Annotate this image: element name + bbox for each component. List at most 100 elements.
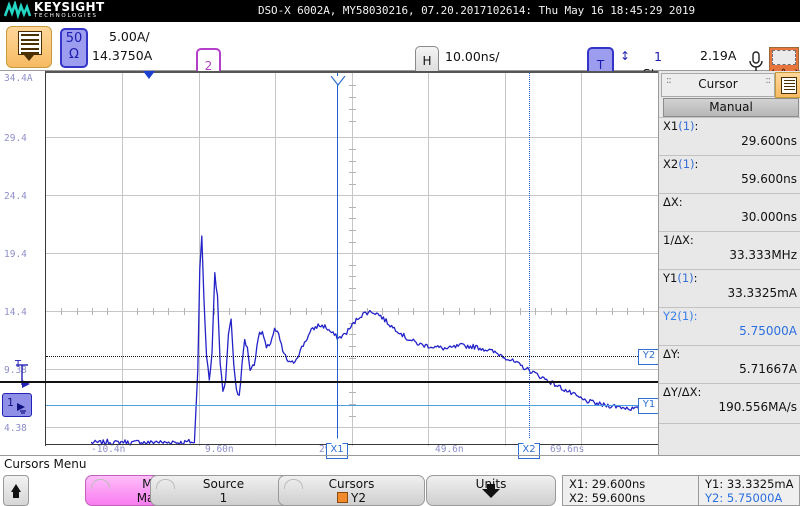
readout-x-cursors: X1: 29.600ns X2: 59.600ns — [562, 475, 700, 506]
cursor-row-x2[interactable]: X2(1): 59.600ns — [659, 155, 800, 194]
chevron-down-icon — [24, 55, 34, 61]
cursor-y1-tag[interactable]: Y1 — [638, 398, 660, 414]
cursor-mode-button[interactable]: Manual — [663, 98, 799, 117]
x-tick: -10.4n — [91, 444, 126, 455]
cursor-row-value: 33.333MHz — [729, 248, 797, 262]
cursor-row-value: 59.600ns — [741, 172, 797, 186]
drag-handle-icon[interactable]: :: — [765, 75, 771, 86]
cursor-row-divider — [659, 423, 800, 425]
y-tick: 24.4 — [4, 191, 27, 202]
instrument-id: DSO-X 6002A, MY58030216, 07.20.201710261… — [258, 4, 696, 17]
softkey-value: 1 — [219, 491, 228, 505]
grid-line-h — [46, 311, 658, 312]
main-menu-button[interactable] — [6, 26, 52, 68]
y-tick: 4.38 — [4, 423, 27, 434]
cursor-row-label: Y2(1): — [663, 309, 698, 323]
grid-line-v — [505, 73, 506, 446]
channel1-ground-marker[interactable]: 1 — [2, 393, 32, 417]
up-arrow-icon[interactable] — [3, 475, 29, 506]
cursor-row-label: X1(1): — [663, 119, 699, 133]
cursor-panel-header[interactable]: :: Cursor :: — [661, 73, 775, 97]
softkey-source[interactable]: Source 1 — [150, 475, 297, 506]
y-tick: 9.38 — [4, 365, 27, 376]
brand-name: KEYSIGHT — [34, 0, 105, 14]
cursor-row-y1[interactable]: Y1(1): 33.3325mA — [659, 269, 800, 308]
drag-handle-icon[interactable]: :: — [666, 75, 672, 86]
grid-line-h — [46, 369, 658, 370]
bottom-divider — [0, 455, 800, 456]
channel1-scale-readout[interactable]: 5.00A/ 14.3750A — [92, 27, 192, 65]
trigger-level-label: T — [15, 359, 22, 370]
keysight-logo: KEYSIGHT TECHNOLOGIES — [4, 1, 124, 21]
grid-line-h — [46, 253, 658, 254]
channel1-impedance-button[interactable]: 50 Ω — [60, 28, 88, 68]
toolbar: 50 Ω 5.00A/ 14.3750A 2 H 10.00ns/ 29.60n… — [0, 22, 800, 86]
grid-line-v — [428, 73, 429, 446]
cursor-x1-line[interactable] — [337, 73, 338, 446]
readout-y-cursors: Y1: 33.3325mA Y2: 5.75000A — [698, 475, 800, 506]
menu-icon — [781, 77, 797, 94]
y-tick: 29.4 — [4, 133, 27, 144]
cursor-y2-line[interactable] — [46, 356, 658, 357]
cursor-row-slope[interactable]: ΔY/ΔX: 190.556MA/s — [659, 383, 800, 424]
cursor-panel-menu-button[interactable] — [775, 72, 800, 98]
cursor-panel: :: Cursor :: Manual X1(1): 29.600ns X2(1… — [658, 71, 800, 456]
cursor-row-label: X2(1): — [663, 157, 699, 171]
trigger-level[interactable]: 2.19A — [700, 48, 737, 63]
title-bar: KEYSIGHT TECHNOLOGIES DSO-X 6002A, MY580… — [0, 0, 800, 22]
y-tick: 34.4A — [4, 73, 33, 84]
ground-marker-label: 1 — [7, 396, 14, 409]
cursor-row-value: 30.000ns — [741, 210, 797, 224]
grid-line-h — [46, 195, 658, 196]
plot-grid[interactable]: Y1 Y2 — [45, 71, 703, 446]
x-tick: 69.6ns — [550, 444, 585, 455]
softkey-label: Cursors — [328, 477, 375, 491]
softkey-value-text: Y2 — [351, 491, 366, 505]
cursor-row-label: ΔY: — [663, 347, 681, 361]
cursor-row-delta-y[interactable]: ΔY: 5.71667A — [659, 345, 800, 384]
cursor-x1-tag[interactable]: X1 — [326, 438, 348, 459]
down-arrow-head-icon — [482, 489, 500, 498]
channel1-offset: 14.3750A — [92, 48, 153, 63]
cursor-row-value: 5.71667A — [739, 362, 797, 376]
x-tick: 9.60n — [205, 444, 234, 455]
impedance-unit: Ω — [69, 47, 79, 62]
grid-line-v — [581, 73, 582, 446]
cursor-y2-tag[interactable]: Y2 — [638, 349, 660, 365]
trigger-source-value: 1 — [654, 49, 662, 64]
waveform-trace — [91, 235, 703, 446]
grid-line-v — [275, 73, 276, 446]
cursor-x1-top-marker[interactable] — [330, 71, 346, 86]
softkey-bar: Mode Manual Source 1 Cursors Y2 Units X1… — [0, 473, 800, 506]
updown-arrow-icon: ↕ — [620, 49, 631, 63]
y-axis-minor-ticks — [349, 73, 356, 446]
cursor-row-label: 1/ΔX: — [663, 233, 694, 247]
softkey-cursors[interactable]: Cursors Y2 — [278, 475, 425, 506]
cursor-row-y2[interactable]: Y2(1): 5.75000A — [659, 307, 800, 346]
cursor-row-label: ΔX: — [663, 195, 683, 209]
cursor-x2-line[interactable] — [529, 73, 530, 446]
cursor-x2-tag[interactable]: X2 — [518, 438, 540, 459]
readout-y2: Y2: 5.75000A — [705, 491, 783, 505]
cursor-row-value: 5.75000A — [739, 324, 797, 338]
readout-y1: Y1: 33.3325mA — [705, 477, 794, 491]
bottom-menu-title: Cursors Menu — [4, 457, 87, 471]
softkey-value: Y2 — [279, 491, 424, 505]
cursor-y1-line[interactable] — [46, 405, 658, 406]
waveform-display[interactable]: 34.4A 29.4 24.4 19.4 14.4 9.38 4.38 — [0, 71, 703, 459]
grid-line-v — [199, 73, 200, 446]
cursor-panel-title: Cursor — [698, 77, 738, 91]
cursor-row-delta-x[interactable]: ΔX: 30.000ns — [659, 193, 800, 232]
softkey-label: Source — [202, 477, 245, 491]
readout-x2: X2: 59.600ns — [569, 491, 646, 505]
screen-glyph — [772, 50, 796, 65]
trigger-position-marker[interactable] — [143, 71, 155, 79]
color-swatch-icon — [337, 492, 349, 503]
grid-line-h — [46, 427, 658, 428]
impedance-value: 50 — [65, 31, 83, 46]
menu-icon — [18, 31, 42, 55]
cursor-row-inv-delta-x[interactable]: 1/ΔX: 33.333MHz — [659, 231, 800, 270]
cursor-row-x1[interactable]: X1(1): 29.600ns — [659, 117, 800, 156]
softkey-units[interactable]: Units — [426, 475, 556, 506]
grid-line-v — [352, 73, 353, 446]
